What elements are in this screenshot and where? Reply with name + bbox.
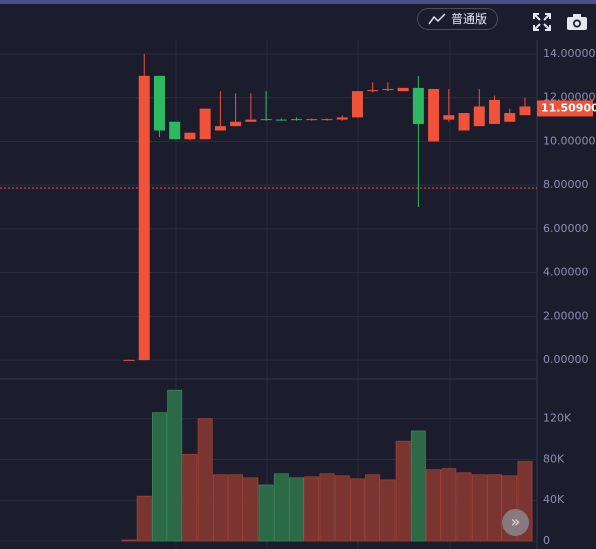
volume-bar [334,475,350,542]
candle-body [153,75,165,131]
mode-label: 普通版 [450,12,487,26]
y-tick-label: 120K [543,412,572,425]
last-price-box [537,100,593,117]
candle-body [519,106,531,116]
candle-body [245,119,257,122]
candle-body [199,108,211,140]
volume-bar [243,477,259,542]
y-tick-label: 4.00000 [543,266,589,279]
volume-bar [365,474,381,542]
volume-bar [182,454,198,542]
volume-bar [273,473,289,542]
volume-bar [456,472,472,542]
volume-bar [212,474,228,542]
volume-bar [136,495,152,542]
volume-bar [319,473,335,542]
y-tick-label: 6.00000 [543,222,589,235]
volume-bar [471,474,487,542]
candle-body [306,119,318,121]
volume-bar [228,474,244,542]
y-tick-label: 80K [543,452,565,465]
candle-body [291,119,303,121]
volume-bar [349,478,365,542]
candle-body [321,119,333,121]
candle-body [184,132,196,140]
candle-body [489,99,501,124]
candle-body [275,119,287,121]
candle-body [428,88,440,142]
volume-bar [151,412,167,542]
line-icon [428,13,446,25]
volume-bar [380,479,396,542]
candle-body [336,117,348,120]
candle-body [260,119,272,121]
scroll-button[interactable]: » [502,509,529,536]
volume-bar [258,484,274,542]
candle-body [397,87,409,92]
y-tick-label: 2.00000 [543,309,589,322]
candle-body [367,90,379,92]
candle-body [473,106,485,127]
fullscreen-icon[interactable] [532,12,552,32]
volume-bar [197,418,213,542]
y-tick-label: 0 [543,534,550,547]
candle-body [412,87,424,124]
candle-body [458,113,470,131]
camera-icon[interactable] [566,12,588,32]
volume-bar [304,476,320,542]
y-tick-label: 10.00000 [543,134,596,147]
volume-bar [410,430,426,542]
mode-button[interactable]: 普通版 [417,8,498,30]
volume-bar [426,469,442,542]
candle-body [169,121,181,140]
volume-bar [121,539,137,542]
v-grid [0,40,538,549]
candle-body [504,113,516,122]
y-tick-label: 0.00000 [543,353,589,366]
candle-body [351,91,363,118]
volume-bar [289,477,304,542]
candle-body [123,359,135,361]
volume-bar [487,474,502,542]
candle-body [138,75,150,361]
candle-body [214,126,226,131]
last-price-label: 11.50900 [541,101,596,114]
top-bar [0,0,596,4]
volume-bar [441,468,457,542]
candle-body [230,121,242,127]
y-tick-label: 14.00000 [543,47,596,60]
y-tick-label: 8.00000 [543,178,589,191]
volume-bar [167,389,183,542]
y-tick-label: 40K [543,493,565,506]
candle-body [443,115,455,120]
volume-bar [395,440,411,542]
candle-body [382,88,394,91]
